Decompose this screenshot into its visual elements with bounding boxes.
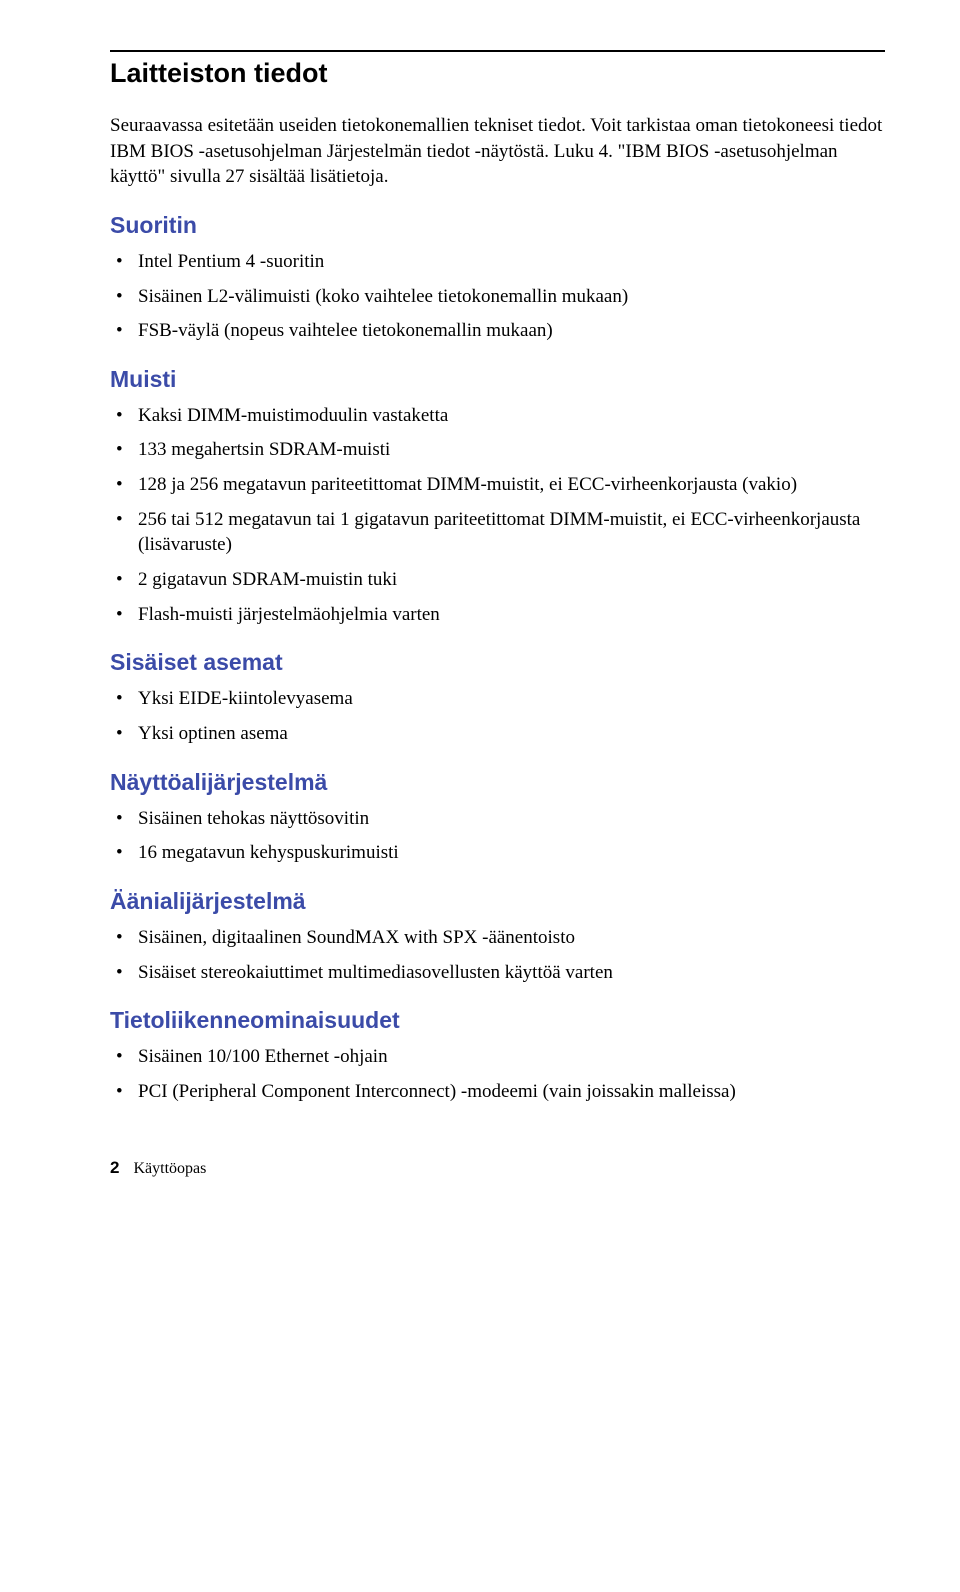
- list-item: 2 gigatavun SDRAM-muistin tuki: [110, 567, 885, 593]
- page-footer: 2 Käyttöopas: [110, 1158, 885, 1178]
- list-item: PCI (Peripheral Component Interconnect) …: [110, 1079, 885, 1105]
- page-content: Laitteiston tiedot Seuraavassa esitetään…: [0, 0, 960, 1218]
- list-item: 128 ja 256 megatavun pariteetittomat DIM…: [110, 472, 885, 498]
- list-item: Yksi EIDE-kiintolevyasema: [110, 686, 885, 712]
- list-item: 16 megatavun kehyspuskurimuisti: [110, 840, 885, 866]
- section-heading: Muisti: [110, 366, 885, 393]
- section-heading: Näyttöalijärjestelmä: [110, 769, 885, 796]
- section-heading: Sisäiset asemat: [110, 649, 885, 676]
- section-list: Yksi EIDE-kiintolevyasema Yksi optinen a…: [110, 686, 885, 746]
- list-item: 133 megahertsin SDRAM-muisti: [110, 437, 885, 463]
- list-item: Yksi optinen asema: [110, 721, 885, 747]
- list-item: 256 tai 512 megatavun tai 1 gigatavun pa…: [110, 507, 885, 558]
- intro-paragraph: Seuraavassa esitetään useiden tietokonem…: [110, 113, 885, 190]
- list-item: Kaksi DIMM-muistimoduulin vastaketta: [110, 403, 885, 429]
- section-heading: Äänialijärjestelmä: [110, 888, 885, 915]
- section-list: Sisäinen tehokas näyttösovitin 16 megata…: [110, 806, 885, 866]
- section-list: Sisäinen, digitaalinen SoundMAX with SPX…: [110, 925, 885, 985]
- list-item: Sisäinen tehokas näyttösovitin: [110, 806, 885, 832]
- section-list: Intel Pentium 4 -suoritin Sisäinen L2-vä…: [110, 249, 885, 344]
- list-item: Sisäiset stereokaiuttimet multimediasove…: [110, 960, 885, 986]
- list-item: Sisäinen, digitaalinen SoundMAX with SPX…: [110, 925, 885, 951]
- section-heading: Suoritin: [110, 212, 885, 239]
- section-list: Sisäinen 10/100 Ethernet -ohjain PCI (Pe…: [110, 1044, 885, 1104]
- doc-name: Käyttöopas: [133, 1160, 206, 1177]
- section-list: Kaksi DIMM-muistimoduulin vastaketta 133…: [110, 403, 885, 627]
- list-item: Intel Pentium 4 -suoritin: [110, 249, 885, 275]
- top-rule: [110, 50, 885, 52]
- page-number: 2: [110, 1158, 119, 1177]
- list-item: Flash-muisti järjestelmäohjelmia varten: [110, 602, 885, 628]
- list-item: FSB-väylä (nopeus vaihtelee tietokonemal…: [110, 318, 885, 344]
- list-item: Sisäinen 10/100 Ethernet -ohjain: [110, 1044, 885, 1070]
- section-heading: Tietoliikenneominaisuudet: [110, 1007, 885, 1034]
- list-item: Sisäinen L2-välimuisti (koko vaihtelee t…: [110, 284, 885, 310]
- page-title: Laitteiston tiedot: [110, 58, 885, 89]
